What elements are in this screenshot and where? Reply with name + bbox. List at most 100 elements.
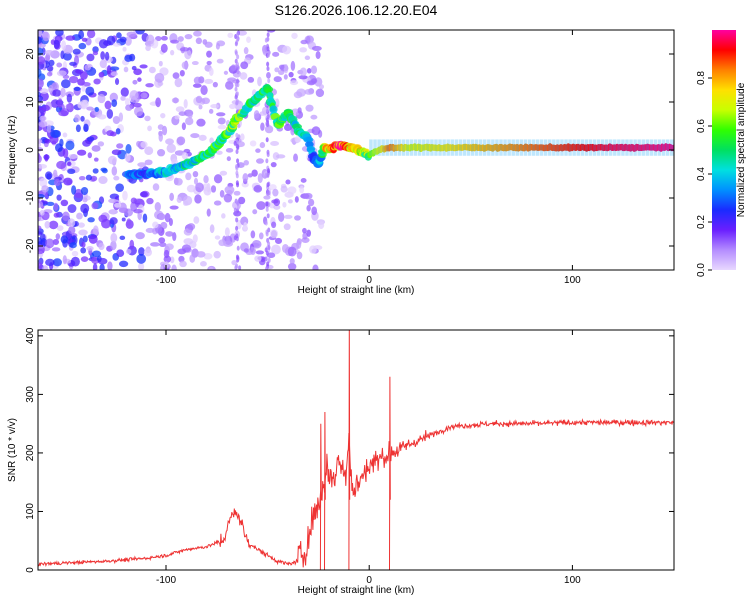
spectrogram-noise-cell [311, 126, 321, 136]
spectrogram-noise-cell [185, 117, 194, 126]
spectrogram-halo-cell [535, 139, 540, 156]
spectrogram-halo-cell [397, 139, 402, 156]
spectrogram-noise-cell [78, 175, 86, 181]
spectrogram-noise-cell [121, 217, 126, 222]
spectrogram-x-tick-label: 100 [564, 275, 581, 286]
spectrogram-noise-cell [67, 161, 72, 167]
spectrogram-noise-cell [184, 49, 192, 60]
spectrogram-halo-cell [613, 139, 617, 156]
spectrogram-noise-cell [236, 31, 240, 37]
spectrogram-halo-cell [621, 139, 625, 156]
spectrogram-noise-cell [116, 32, 122, 39]
spectrogram-noise-cell [170, 256, 175, 264]
spectrogram-noise-cell [38, 138, 43, 144]
spectrogram-noise-cell [133, 102, 142, 108]
spectrogram-y-tick-label: 20 [25, 48, 36, 60]
spectrogram-halo-cell [665, 139, 670, 156]
spectrogram-noise-cell [62, 148, 69, 159]
spectrogram-halo-cell [641, 139, 645, 156]
colorbar-tick-label: 0.0 [696, 263, 707, 277]
spectrogram-noise-cell [55, 143, 63, 153]
spectrogram-noise-cell [203, 253, 213, 260]
spectrogram-y-label: Frequency (Hz) [7, 116, 18, 185]
spectrogram-noise-cell [213, 250, 221, 259]
spectrogram-noise-cell [287, 246, 297, 257]
spectrogram-noise-cell [255, 148, 261, 153]
spectrogram-noise-cell [109, 92, 118, 102]
spectrogram-halo-cell [604, 139, 609, 156]
spectrogram-noise-cell [249, 140, 257, 147]
snr-x-tick-label: 100 [564, 575, 581, 586]
spectrogram-noise-cell [175, 106, 185, 113]
spectrogram-noise-cell [311, 45, 322, 52]
spectrogram-noise-cell [73, 86, 81, 91]
spectrogram-noise-cell [273, 76, 282, 83]
spectrogram-halo-cell [556, 139, 560, 156]
spectrogram-noise-cell [38, 153, 41, 163]
spectrogram-halo-cell [438, 139, 442, 156]
spectrogram-halo-cell [499, 139, 503, 156]
spectrogram-noise-cell [88, 234, 98, 244]
spectrogram-noise-cell [109, 66, 120, 71]
spectrogram-noise-cell [120, 87, 129, 97]
spectrogram-noise [38, 30, 326, 270]
spectrogram-noise-cell [72, 48, 81, 55]
spectrogram-noise-cell [179, 47, 190, 52]
spectrogram-halo-cell [519, 139, 524, 156]
spectrogram-noise-cell [236, 54, 240, 60]
spectrogram-noise-cell [235, 164, 239, 170]
spectrogram-noise-cell [158, 60, 163, 67]
spectrogram-noise-cell [193, 76, 202, 85]
spectrogram-noise-cell [267, 245, 271, 251]
spectrogram-noise-cell [206, 60, 212, 66]
spectrogram-noise-cell [76, 149, 87, 156]
spectrogram-noise-cell [157, 124, 164, 130]
spectrogram-noise-cell [247, 76, 255, 83]
spectrogram-noise-cell [206, 208, 211, 217]
spectrogram-noise-cell [143, 248, 152, 257]
spectrogram-noise-cell [130, 197, 137, 204]
spectrogram-halo-cell [608, 139, 613, 156]
spectrogram-noise-cell [60, 199, 69, 207]
spectrogram-noise-cell [124, 36, 132, 46]
spectrogram-noise-cell [38, 163, 48, 169]
spectrogram-noise-cell [140, 141, 148, 149]
spectrogram-noise-cell [115, 183, 124, 192]
spectrogram-noise-cell [210, 185, 217, 193]
spectrogram-halo-cell [511, 139, 515, 156]
spectrogram-noise-cell [242, 173, 249, 182]
spectrogram-noise-cell [235, 263, 239, 269]
spectrogram-noise-cell [196, 118, 206, 127]
spectrogram-noise-cell [271, 244, 281, 255]
spectrogram-noise-cell [145, 227, 155, 233]
spectrogram-noise-cell [110, 232, 118, 243]
spectrogram-noise-cell [272, 188, 279, 197]
snr-frame [37, 329, 675, 571]
spectrogram-x-label: Height of straight line (km) [298, 285, 415, 296]
spectrogram-noise-cell [160, 113, 166, 119]
snr-x-tick-label: 0 [366, 575, 372, 586]
spectrogram-noise-cell [53, 169, 58, 178]
spectrogram-noise-cell [219, 190, 225, 198]
spectrogram-noise-cell [266, 261, 270, 267]
spectrogram-noise-cell [224, 227, 230, 237]
spectrogram-noise-cell [126, 31, 137, 38]
spectrogram-noise-cell [265, 201, 269, 207]
spectrogram-halo-cell [373, 139, 377, 156]
spectrogram-noise-cell [129, 239, 135, 250]
spectrogram-noise-cell [305, 104, 314, 112]
spectrogram-noise-cell [38, 142, 42, 148]
spectrogram-noise-cell [192, 234, 198, 243]
spectrogram-noise-cell [304, 55, 311, 61]
spectrogram-noise-cell [227, 32, 234, 39]
spectrogram-noise-cell [91, 250, 102, 258]
spectrogram-noise-cell [234, 86, 238, 92]
spectrogram-noise-cell [264, 220, 268, 226]
spectrogram-noise-cell [38, 225, 42, 231]
spectrogram-noise-cell [97, 257, 108, 265]
spectrogram-noise-cell [106, 130, 115, 137]
spectrogram-halo-cell [592, 139, 597, 156]
spectrogram-noise-cell [165, 231, 174, 237]
spectrogram-noise-cell [85, 86, 95, 96]
